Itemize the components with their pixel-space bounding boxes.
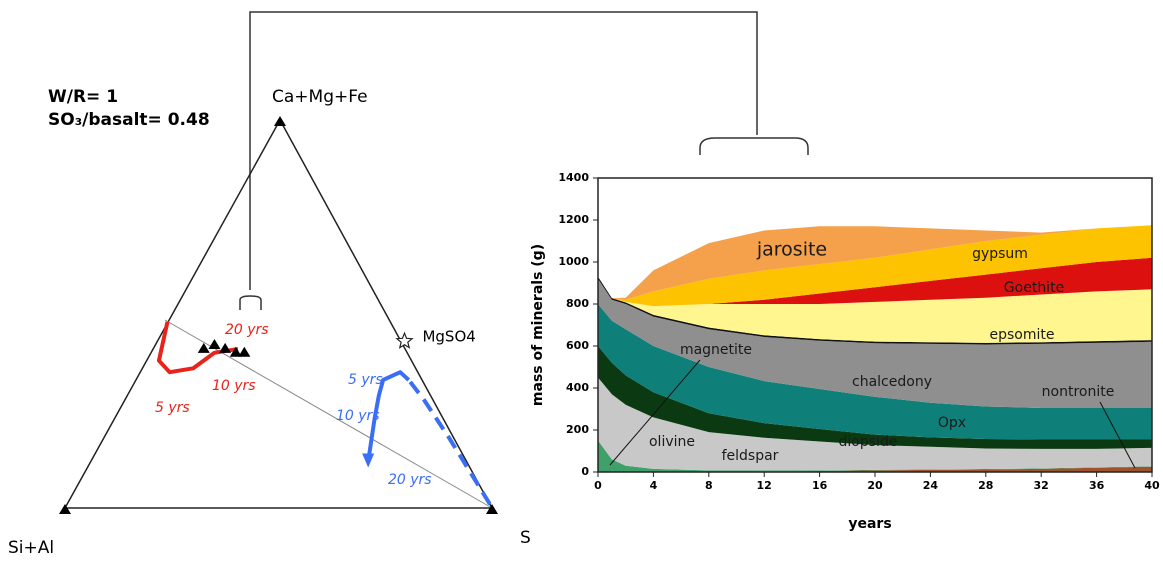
- point-label: MgSO4: [422, 328, 475, 346]
- x-tick-label: 12: [757, 479, 772, 492]
- area-label: gypsum: [972, 246, 1028, 262]
- area: [598, 466, 1152, 472]
- ternary-point: [395, 331, 414, 349]
- ternary-curve: [156, 321, 239, 375]
- x-tick-label: 8: [705, 479, 713, 492]
- vertex-label: Si+Al: [8, 538, 54, 558]
- area-label: jarosite: [756, 239, 827, 261]
- annotation: SO₃/basalt= 0.48: [48, 110, 210, 130]
- ternary-point: [238, 346, 251, 357]
- time-label: 5 yrs: [155, 400, 190, 416]
- area-label: diopside: [839, 434, 898, 450]
- leader-line: [609, 359, 701, 466]
- y-tick-label: 800: [566, 297, 589, 310]
- area-label: magnetite: [680, 342, 752, 358]
- x-tick-label: 28: [978, 479, 993, 492]
- area-label: olivine: [649, 434, 695, 450]
- x-tick-label: 4: [650, 479, 658, 492]
- y-axis-label: mass of minerals (g): [530, 244, 546, 406]
- area: [598, 304, 1152, 440]
- ternary-point: [219, 342, 232, 353]
- y-tick-label: 1400: [558, 171, 589, 184]
- y-tick-label: 200: [566, 423, 589, 436]
- y-tick-label: 1000: [558, 255, 589, 268]
- time-label: 10 yrs: [336, 408, 380, 424]
- y-tick-label: 400: [566, 381, 589, 394]
- leader-line: [1099, 401, 1136, 469]
- area: [598, 377, 1152, 471]
- area-label: Goethite: [1004, 280, 1064, 296]
- x-tick-label: 16: [812, 479, 828, 492]
- y-tick-label: 600: [566, 339, 589, 352]
- ternary-point: [208, 339, 221, 350]
- ternary-point: [229, 346, 242, 357]
- area-label: chalcedony: [852, 374, 932, 390]
- area: [598, 257, 1152, 307]
- vertex-label: S: [520, 528, 531, 548]
- annotation: W/R= 1: [48, 87, 118, 107]
- area: [598, 225, 1152, 300]
- x-tick-label: 0: [594, 479, 602, 492]
- bracket: [239, 295, 262, 310]
- ternary-curve: [366, 370, 411, 462]
- area: [598, 346, 1152, 449]
- x-tick-label: 32: [1034, 479, 1049, 492]
- area-label: epsomite: [990, 327, 1055, 343]
- time-label: 20 yrs: [225, 322, 269, 338]
- x-tick-label: 24: [923, 479, 939, 492]
- ternary-frame: [63, 118, 494, 509]
- area: [598, 278, 1152, 408]
- ternary-curve: [407, 378, 492, 506]
- time-label: 20 yrs: [388, 472, 432, 488]
- area-label: nontronite: [1042, 384, 1115, 400]
- y-tick-label: 0: [581, 465, 589, 478]
- vertex-label: Ca+Mg+Fe: [272, 87, 368, 107]
- ternary-point: [197, 342, 210, 353]
- x-axis-label: years: [848, 516, 891, 532]
- area-label: Opx: [938, 415, 966, 431]
- area: [598, 276, 1152, 343]
- connector: [249, 11, 758, 290]
- x-tick-label: 36: [1089, 479, 1105, 492]
- x-tick-label: 20: [867, 479, 883, 492]
- arrow-head: [362, 453, 375, 468]
- time-label: 10 yrs: [212, 378, 256, 394]
- area: [598, 225, 1152, 307]
- area-label: feldspar: [722, 448, 779, 464]
- bracket: [699, 137, 809, 155]
- vertex-marker: [59, 116, 498, 514]
- x-tick-label: 40: [1144, 479, 1160, 492]
- time-label: 5 yrs: [348, 372, 383, 388]
- y-tick-label: 1200: [558, 213, 589, 226]
